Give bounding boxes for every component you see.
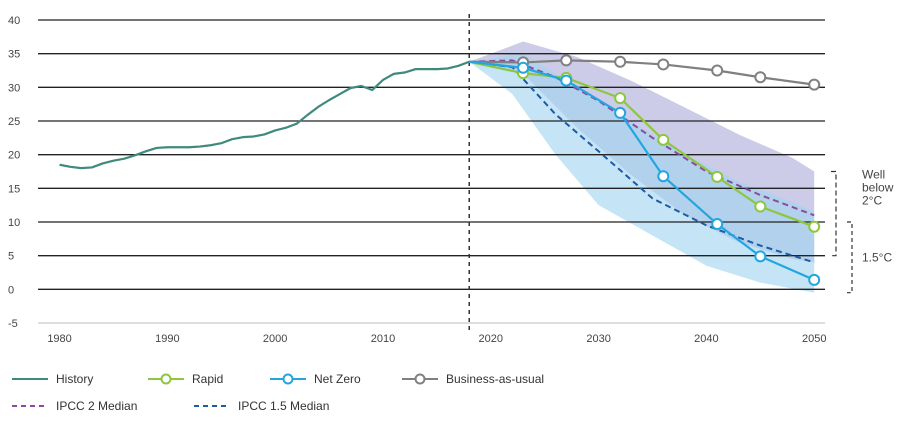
annotation-bracket <box>847 221 853 294</box>
x-tick-label: 2050 <box>802 333 826 345</box>
legend-label-rapid: Rapid <box>192 372 224 386</box>
y-tick-label: 40 <box>8 15 20 27</box>
annotation-bracket <box>831 170 837 257</box>
x-tick-label: 2020 <box>479 333 503 345</box>
annotation-label: 2°C <box>862 194 882 208</box>
legend-item-history: History <box>12 370 93 388</box>
series-line-net-zero <box>469 60 815 281</box>
legend-label-business-as-usual: Business-as-usual <box>446 372 545 386</box>
legend-swatch-ipcc-1-5-median <box>194 405 230 407</box>
y-tick-label: 10 <box>8 217 20 229</box>
y-tick-label: -5 <box>8 318 18 330</box>
legend-label-ipcc-1-5-median: IPCC 1.5 Median <box>238 399 330 413</box>
x-tick-label: 1990 <box>155 333 179 345</box>
marker-business-as-usual <box>657 58 670 71</box>
marker-net-zero <box>614 106 627 119</box>
legend-label-net-zero: Net Zero <box>314 372 361 386</box>
series-line-history <box>59 60 470 170</box>
x-tick-label: 1980 <box>47 333 71 345</box>
marker-net-zero <box>560 74 573 87</box>
legend-item-rapid: Rapid <box>148 370 223 388</box>
axis-tick-labels: -5 0 5 10 15 20 25 30 35 40 1980 1990 2000 2010 2020 20… <box>8 15 826 345</box>
legend-swatch-business-as-usual <box>402 373 438 385</box>
legend-swatch-rapid <box>148 373 184 385</box>
legend-swatch-ipcc-2-median <box>12 405 48 407</box>
marker-net-zero <box>754 250 767 263</box>
legend-label-history: History <box>56 372 94 386</box>
legend-item-ipcc-2-median: IPCC 2 Median <box>12 397 137 415</box>
marker-business-as-usual <box>754 71 767 84</box>
marker-rapid <box>808 220 821 233</box>
marker-net-zero <box>808 273 821 286</box>
x-tick-label: 2000 <box>263 333 287 345</box>
y-tick-label: 35 <box>8 49 20 61</box>
y-tick-label: 5 <box>8 251 14 263</box>
x-tick-label: 2040 <box>694 333 718 345</box>
marker-rapid <box>614 92 627 105</box>
y-tick-label: 15 <box>8 183 20 195</box>
legend-item-ipcc-1-5-median: IPCC 1.5 Median <box>194 397 329 415</box>
marker-net-zero <box>657 170 670 183</box>
marker-rapid <box>657 133 670 146</box>
marker-net-zero <box>711 218 724 231</box>
legend-swatch-history <box>12 378 48 380</box>
grid-lines <box>38 19 825 324</box>
annotation-label: 1.5°C <box>862 250 892 264</box>
legend-item-business-as-usual: Business-as-usual <box>402 370 544 388</box>
legend: History Rapid Net Zero Business-as-usual… <box>8 366 888 416</box>
x-tick-label: 2030 <box>586 333 610 345</box>
marker-business-as-usual <box>560 54 573 67</box>
marker-rapid <box>754 200 767 213</box>
marker-net-zero <box>517 61 530 74</box>
annotation-label: below <box>862 181 894 195</box>
marker-business-as-usual <box>614 55 627 68</box>
series-line-rapid <box>469 60 815 228</box>
series-markers <box>517 54 821 286</box>
marker-business-as-usual <box>711 64 724 77</box>
x-tick-label: 2010 <box>371 333 395 345</box>
marker-business-as-usual <box>808 78 821 91</box>
y-tick-label: 0 <box>8 284 14 296</box>
legend-label-ipcc-2-median: IPCC 2 Median <box>56 399 138 413</box>
marker-rapid <box>711 170 724 183</box>
chart-svg: -5 0 5 10 15 20 25 30 35 40 1980 1990 2000 2010 2020 20… <box>8 14 894 345</box>
series-line-business-as-usual <box>469 59 815 86</box>
y-tick-label: 25 <box>8 116 20 128</box>
y-tick-label: 20 <box>8 150 20 162</box>
legend-item-net-zero: Net Zero <box>270 370 361 388</box>
annotation-label: Well <box>862 168 885 182</box>
y-tick-label: 30 <box>8 82 20 94</box>
legend-swatch-net-zero <box>270 373 306 385</box>
